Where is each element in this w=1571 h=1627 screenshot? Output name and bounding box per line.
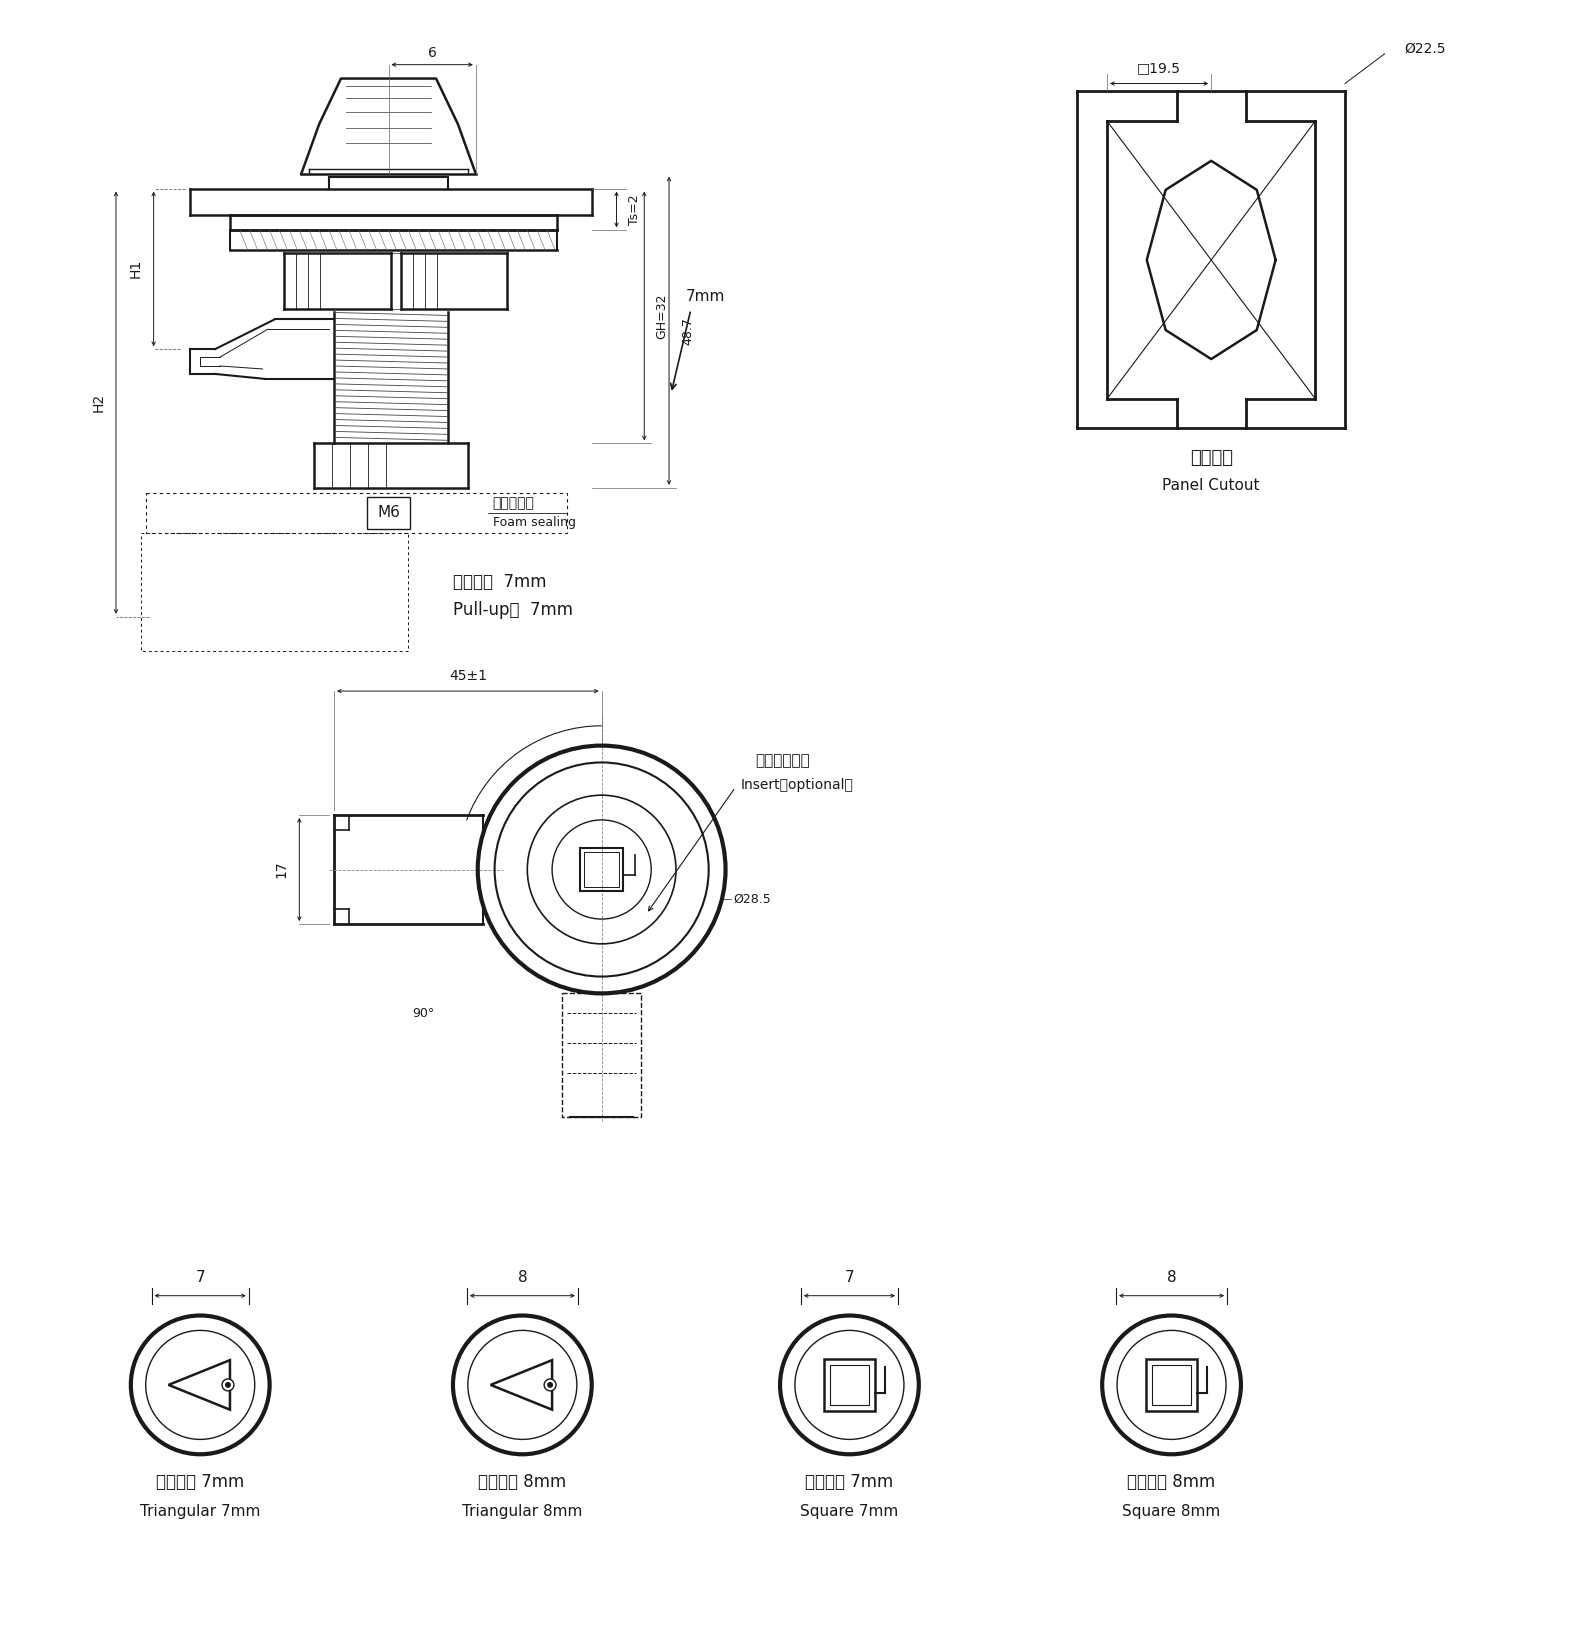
Text: 7mm: 7mm <box>687 290 726 304</box>
Text: 发泡橡胶垫: 发泡橡胶垫 <box>493 496 534 509</box>
Bar <box>141 532 408 651</box>
Bar <box>1152 1365 1191 1404</box>
Bar <box>562 994 641 1118</box>
Text: 三角锁芯 8mm: 三角锁芯 8mm <box>478 1472 567 1490</box>
Text: Ø28.5: Ø28.5 <box>734 893 771 906</box>
Circle shape <box>225 1381 231 1388</box>
Text: Ts=2: Ts=2 <box>628 194 641 225</box>
Circle shape <box>544 1380 556 1391</box>
Bar <box>146 493 567 532</box>
Text: 四方锁芯 8mm: 四方锁芯 8mm <box>1128 1472 1216 1490</box>
Text: 开孔尺寸: 开孔尺寸 <box>1189 449 1233 467</box>
Text: Foam sealing: Foam sealing <box>493 516 575 529</box>
Text: □19.5: □19.5 <box>1137 62 1181 75</box>
Text: Square 8mm: Square 8mm <box>1122 1505 1221 1520</box>
Text: 7: 7 <box>845 1271 855 1285</box>
Text: M6: M6 <box>377 504 401 521</box>
Text: 压缩量：  7mm: 压缩量： 7mm <box>452 573 547 591</box>
Text: H1: H1 <box>129 259 143 278</box>
Text: Square 7mm: Square 7mm <box>800 1505 899 1520</box>
Text: 8: 8 <box>1167 1271 1177 1285</box>
Text: Ø22.5: Ø22.5 <box>1404 42 1445 55</box>
Text: 7: 7 <box>195 1271 206 1285</box>
Bar <box>823 1359 875 1411</box>
Text: 锁芯（选配）: 锁芯（选配） <box>756 753 811 768</box>
Bar <box>1145 1359 1197 1411</box>
Text: Triangular 8mm: Triangular 8mm <box>462 1505 583 1520</box>
Text: 三角锁芯 7mm: 三角锁芯 7mm <box>156 1472 245 1490</box>
Bar <box>584 851 619 887</box>
Text: Triangular 7mm: Triangular 7mm <box>140 1505 261 1520</box>
Bar <box>366 496 410 529</box>
Text: 90°: 90° <box>412 1007 434 1020</box>
Bar <box>829 1365 869 1404</box>
Text: 45±1: 45±1 <box>449 669 487 683</box>
Text: 17: 17 <box>275 861 289 879</box>
Text: Pull-up：  7mm: Pull-up： 7mm <box>452 600 573 618</box>
Bar <box>580 848 624 892</box>
Text: H2: H2 <box>91 394 105 412</box>
Text: Insert（optional）: Insert（optional） <box>740 778 853 792</box>
Circle shape <box>547 1381 553 1388</box>
Text: Panel Cutout: Panel Cutout <box>1163 478 1260 493</box>
Text: 四方锁芯 7mm: 四方锁芯 7mm <box>806 1472 894 1490</box>
Circle shape <box>222 1380 234 1391</box>
Text: 6: 6 <box>427 46 437 60</box>
Text: 8: 8 <box>517 1271 528 1285</box>
Text: GH=32: GH=32 <box>655 293 669 338</box>
Text: 48.7: 48.7 <box>682 317 694 345</box>
